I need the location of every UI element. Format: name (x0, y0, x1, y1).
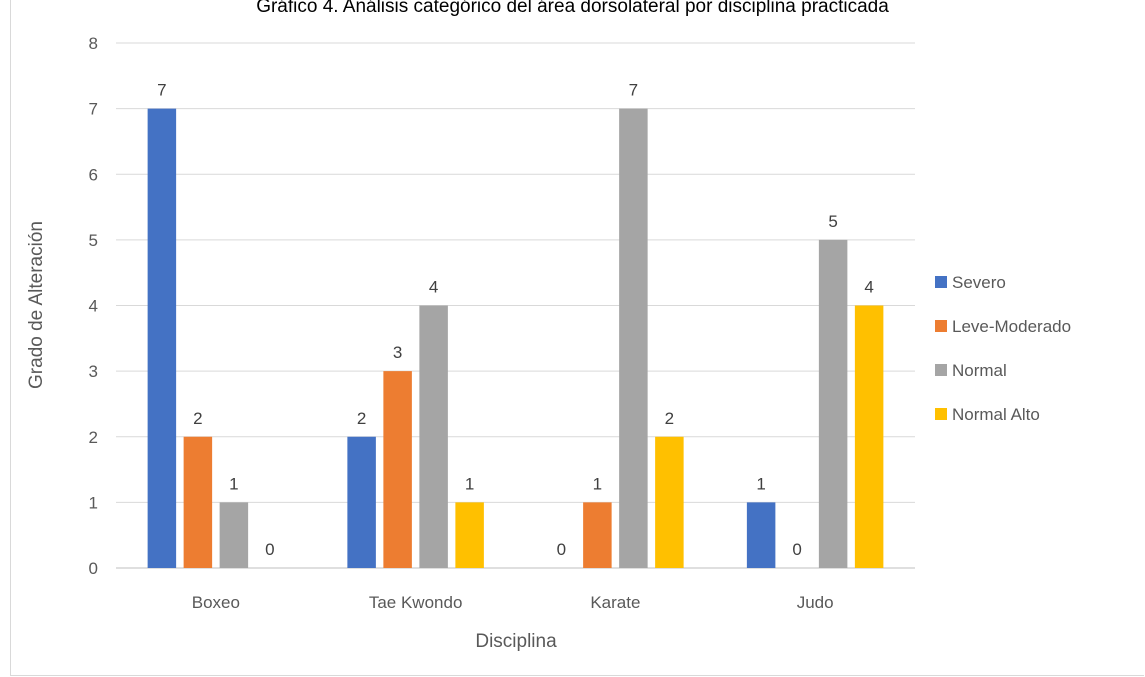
bar-severo (347, 436, 376, 568)
bars (147, 108, 884, 568)
y-tick-label: 8 (89, 34, 98, 53)
y-tick-label: 3 (89, 362, 98, 381)
gridlines (116, 42, 915, 569)
legend-swatch (935, 408, 947, 420)
chart-title: Gráfico 4. Análisis categórico del área … (256, 0, 889, 17)
data-label: 7 (157, 81, 166, 100)
bar-severo (147, 108, 177, 568)
data-label: 7 (629, 81, 638, 100)
x-tick-label: Boxeo (192, 593, 240, 612)
y-axis-ticks: 0 1 2 3 4 5 6 7 8 (89, 34, 98, 578)
data-label: 1 (465, 474, 474, 493)
bar-normal (419, 305, 448, 568)
y-tick-label: 7 (89, 100, 98, 119)
bar-leve-moderado (383, 371, 412, 568)
legend-swatch (935, 276, 947, 288)
legend-entry: Normal (952, 361, 1007, 380)
legend-swatch (935, 320, 947, 332)
bar-leve-moderado (183, 436, 213, 568)
data-label: 2 (665, 409, 674, 428)
y-tick-label: 5 (89, 231, 98, 250)
y-tick-label: 0 (89, 559, 98, 578)
y-tick-label: 4 (89, 297, 98, 316)
data-label: 1 (756, 474, 765, 493)
y-tick-label: 2 (89, 428, 98, 447)
bar-leve-moderado (583, 502, 612, 568)
legend-entry: Leve-Moderado (952, 317, 1071, 336)
bar-normal-alto (854, 305, 884, 568)
data-label: 1 (593, 474, 602, 493)
bar-normal (219, 502, 249, 568)
bar-severo (746, 502, 776, 568)
bar-normal (818, 239, 848, 568)
legend-entry: Severo (952, 273, 1006, 292)
data-label: 0 (792, 540, 801, 559)
legend: Severo Leve-Moderado Normal Normal Alto (935, 273, 1071, 424)
data-label: 2 (193, 409, 202, 428)
legend-entry: Normal Alto (952, 405, 1040, 424)
data-label: 4 (864, 278, 873, 297)
legend-swatch (935, 364, 947, 376)
bar-normal-alto (455, 502, 484, 568)
y-tick-label: 1 (89, 493, 98, 512)
data-label: 4 (429, 278, 438, 297)
x-tick-label: Judo (797, 593, 834, 612)
bar-normal-alto (655, 436, 684, 568)
data-label: 5 (828, 212, 837, 231)
bar-normal (619, 108, 648, 568)
y-axis-title: Grado de Alteración (26, 221, 47, 389)
y-tick-label: 6 (89, 165, 98, 184)
x-axis-ticks: Boxeo Tae Kwondo Karate Judo (192, 593, 834, 612)
data-label: 3 (393, 343, 402, 362)
data-labels: 7 2 1 0 2 3 4 1 0 1 7 2 1 0 5 4 (157, 81, 874, 559)
data-label: 2 (357, 409, 366, 428)
x-tick-label: Karate (590, 593, 640, 612)
chart-frame (10, 0, 1144, 676)
x-tick-label: Tae Kwondo (369, 593, 463, 612)
data-label: 0 (265, 540, 274, 559)
x-axis-title: Disciplina (475, 631, 557, 652)
data-label: 0 (557, 540, 566, 559)
data-label: 1 (229, 474, 238, 493)
